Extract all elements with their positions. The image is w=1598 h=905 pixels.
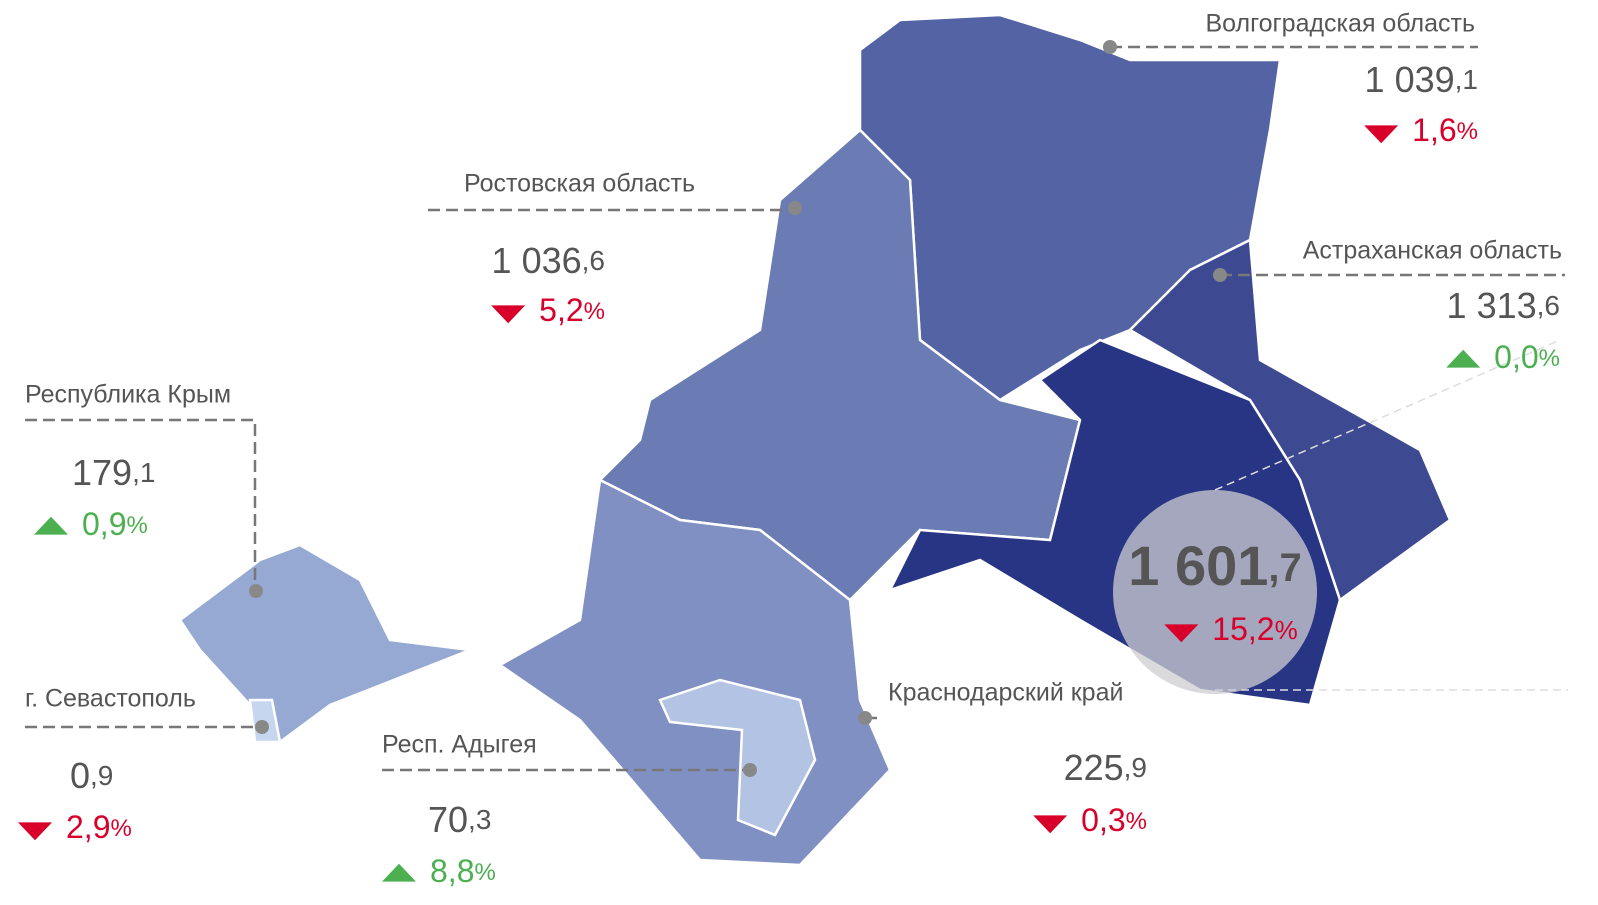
value: 0,9: [70, 755, 113, 796]
highlight-circle: [1113, 490, 1317, 694]
text-small: ,6: [582, 245, 605, 276]
text-small: ,1: [132, 457, 155, 488]
text-small: ,7: [1268, 546, 1301, 590]
region-name: Волгоградская область: [1205, 10, 1475, 38]
region-name: Ростовская область: [464, 170, 695, 198]
value: 1 313,6: [1447, 285, 1560, 326]
region-name: г. Севастополь: [25, 685, 196, 713]
value: 70,3: [428, 799, 491, 840]
text-main: 0,0: [1494, 339, 1538, 375]
arrow-up: [382, 863, 416, 882]
change: 5,2%: [539, 292, 605, 328]
leader-dot: [858, 711, 872, 725]
text-main: 1 601: [1128, 534, 1268, 597]
leader-line: [25, 418, 257, 590]
text-main: 70: [428, 799, 468, 840]
region-name: Краснодарский край: [888, 679, 1123, 707]
arrow-down: [1164, 624, 1199, 643]
text-small: ,1: [1455, 64, 1478, 95]
value: 1 601,7: [1128, 534, 1302, 597]
region-name: Республика Крым: [25, 381, 231, 409]
regions: [178, 13, 1452, 867]
leader-dot: [1103, 40, 1117, 54]
text-small: %: [126, 512, 147, 539]
text-main: 8,8: [430, 853, 474, 889]
change: 0,9%: [82, 506, 148, 542]
text-small: ,9: [1124, 752, 1147, 783]
value: 225,9: [1064, 747, 1147, 788]
text-small: %: [474, 859, 495, 886]
text-main: 1 039: [1365, 59, 1455, 100]
leader-dot: [1213, 268, 1227, 282]
leader-dot: [743, 763, 757, 777]
value: 1 036,6: [492, 240, 605, 281]
text-small: ,9: [90, 760, 113, 791]
text-main: 15,2: [1212, 611, 1274, 647]
text-small: ,3: [468, 804, 491, 835]
text-main: 0,3: [1081, 802, 1125, 838]
change: 0,3%: [1081, 802, 1147, 838]
arrow-down: [491, 305, 526, 324]
region-name: Респ. Адыгея: [382, 731, 537, 759]
text-small: %: [1126, 808, 1147, 835]
leader-dot: [255, 720, 269, 734]
text-main: 179: [72, 452, 132, 493]
zoom-line: [1214, 339, 1561, 491]
arrow-down: [1364, 125, 1399, 144]
change: 8,8%: [430, 853, 496, 889]
arrow-up: [34, 516, 68, 535]
text-small: ,6: [1537, 290, 1560, 321]
text-main: 0,9: [82, 506, 126, 542]
change: 2,9%: [66, 809, 132, 845]
text-main: 225: [1064, 747, 1124, 788]
region-adygea: [658, 678, 817, 837]
text-main: 5,2: [539, 292, 583, 328]
text-small: %: [110, 815, 131, 842]
text-main: 2,9: [66, 809, 110, 845]
change: 0,0%: [1494, 339, 1560, 375]
leader-dot: [788, 201, 802, 215]
text-main: 0: [70, 755, 90, 796]
text-small: %: [584, 298, 605, 325]
text-small: %: [1275, 615, 1298, 645]
arrow-up: [1446, 349, 1481, 368]
region-rostov: [597, 128, 1082, 602]
text-main: 1,6: [1412, 112, 1456, 148]
region-name: Астраханская область: [1303, 237, 1562, 265]
text-small: %: [1539, 345, 1560, 372]
text-small: %: [1457, 118, 1478, 145]
change: 1,6%: [1412, 112, 1478, 148]
arrow-down: [1033, 815, 1068, 834]
text-main: 1 313: [1447, 285, 1537, 326]
text-main: 1 036: [492, 240, 582, 281]
leader-dot: [249, 584, 263, 598]
arrow-down: [18, 822, 52, 841]
value: 1 039,1: [1365, 59, 1478, 100]
change: 15,2%: [1212, 611, 1297, 647]
value: 179,1: [72, 452, 155, 493]
region-crimea: [178, 543, 471, 744]
